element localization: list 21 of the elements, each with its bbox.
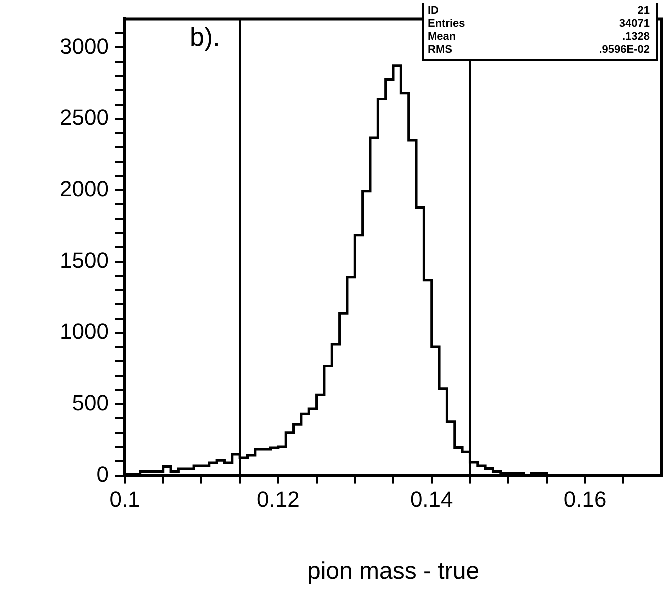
x-tick-label: 0.14 bbox=[410, 487, 454, 512]
x-axis-title: pion mass - true bbox=[307, 558, 480, 586]
y-tick-label: 1000 bbox=[60, 319, 109, 344]
x-tick-label: 0.12 bbox=[257, 487, 300, 512]
text: 21 bbox=[638, 5, 650, 18]
y-tick-label: 500 bbox=[72, 390, 109, 416]
annotation: 34071 bbox=[619, 18, 650, 31]
y-tick-label: 2500 bbox=[60, 105, 109, 130]
y-tick-label: 1500 bbox=[60, 248, 109, 273]
annotation: .1328 bbox=[622, 31, 650, 44]
y-tick-label: 3000 bbox=[60, 34, 109, 59]
y-tick-label: 0 bbox=[96, 462, 109, 487]
text: ID bbox=[428, 5, 439, 18]
x-tick-label: 0.16 bbox=[564, 487, 607, 512]
y-tick-label: 2000 bbox=[60, 176, 109, 202]
annotation: RMS bbox=[428, 44, 452, 57]
x-tick-label: 0.1 bbox=[110, 487, 140, 512]
annotation: Entries bbox=[428, 18, 466, 31]
annotation: b). bbox=[190, 22, 220, 53]
annotation: Mean bbox=[428, 31, 456, 44]
annotation: .9596E-02 bbox=[599, 44, 650, 57]
